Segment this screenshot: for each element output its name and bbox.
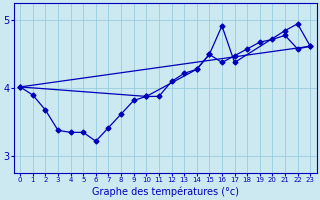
X-axis label: Graphe des températures (°c): Graphe des températures (°c) [92, 186, 239, 197]
